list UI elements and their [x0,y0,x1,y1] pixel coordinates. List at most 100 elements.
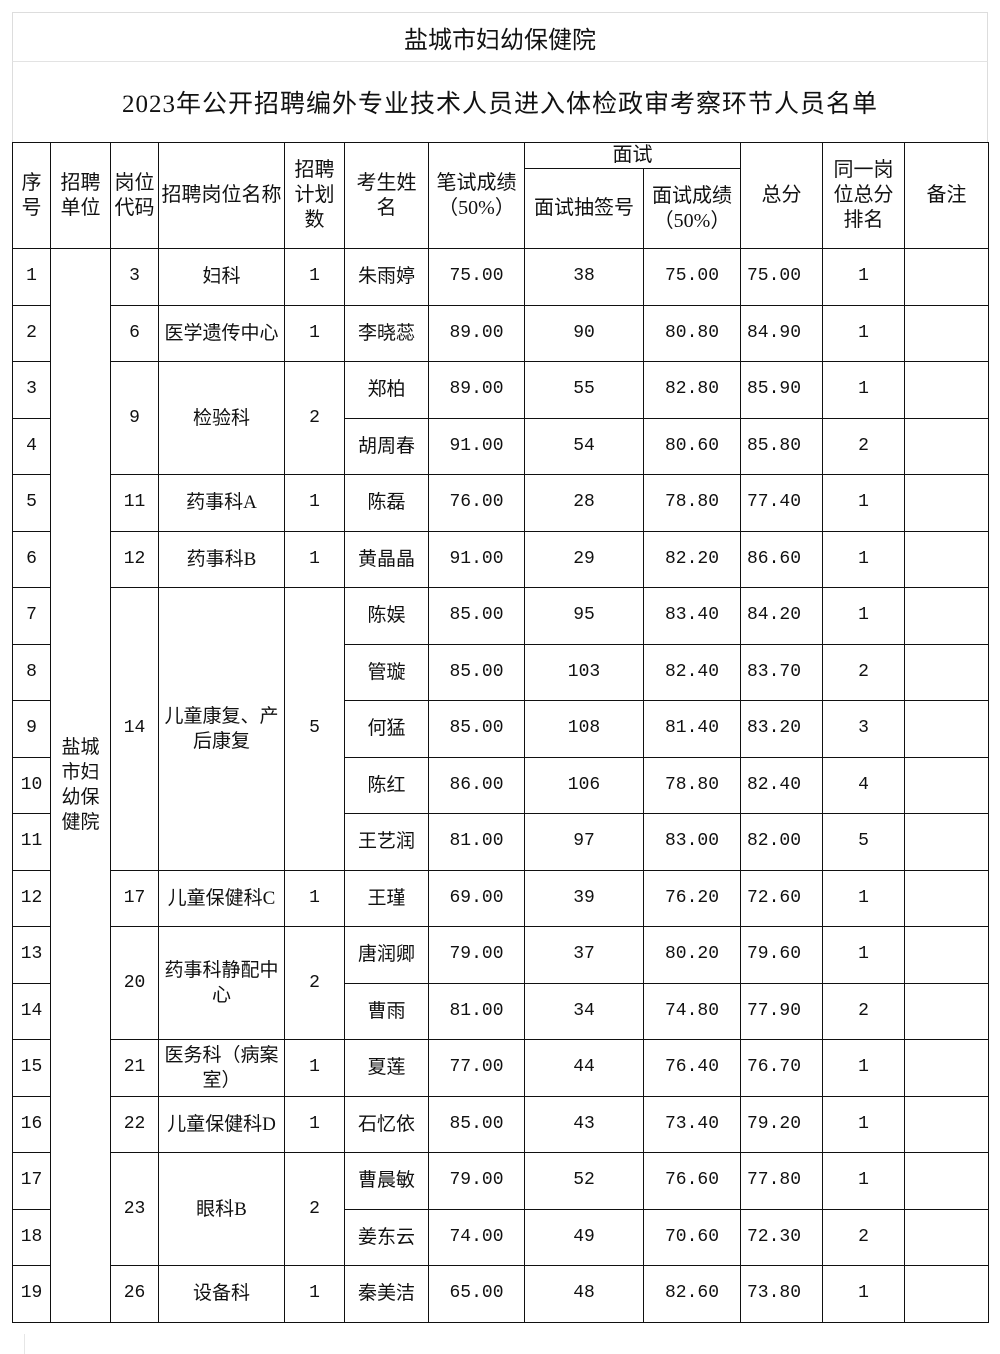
name-cell: 夏莲 [344,1039,429,1097]
lot-number-cell: 90 [524,304,644,362]
remark-cell [904,982,989,1040]
interview-score-cell: 82.60 [643,1265,741,1323]
written-score-cell: 89.00 [428,361,525,419]
interview-score-cell: 74.80 [643,982,741,1040]
seq-cell: 3 [12,361,51,419]
written-score-cell: 75.00 [428,248,525,306]
lot-number-cell: 97 [524,813,644,871]
seq-cell: 6 [12,530,51,588]
rank-cell: 3 [822,700,905,758]
total-score-cell: 72.30 [740,1208,823,1266]
table-row: 4 胡周春 91.00 54 80.60 85.80 2 [12,417,989,475]
plan-cell: 1 [284,248,345,306]
remark-cell [904,530,989,588]
post-cell: 检验科 [158,361,285,475]
total-score-cell: 82.40 [740,756,823,814]
seq-cell: 7 [12,587,51,645]
name-cell: 李晓蕊 [344,304,429,362]
written-score-cell: 65.00 [428,1265,525,1323]
rank-cell: 5 [822,813,905,871]
post-cell: 药事科A [158,474,285,532]
plan-cell: 1 [284,1265,345,1323]
remark-cell [904,756,989,814]
rank-cell: 2 [822,1208,905,1266]
table-row: 11 王艺润 81.00 97 83.00 82.00 5 [12,813,989,871]
interview-score-cell: 73.40 [643,1095,741,1153]
header-interview: 面试 [524,142,741,169]
candidate-table: 序号 招聘单位 岗位代码 招聘岗位名称 招聘计划数 考生姓名 笔试成绩（50%）… [12,142,989,1323]
total-score-cell: 79.20 [740,1095,823,1153]
table-row: 6 12 药事科B 1 黄晶晶 91.00 29 82.20 86.60 1 [12,530,989,588]
code-cell: 3 [110,248,159,306]
written-score-cell: 81.00 [428,813,525,871]
rank-cell: 2 [822,643,905,701]
table-row: 13 20 药事科静配中心 2 唐润卿 79.00 37 80.20 79.60 1 [12,926,989,1040]
remark-cell [904,304,989,362]
lot-number-cell: 55 [524,361,644,419]
total-score-cell: 76.70 [740,1039,823,1097]
spreadsheet: 盐城市妇幼保健院 2023年公开招聘编外专业技术人员进入体检政审考察环节人员名单… [12,12,1000,1354]
document-subtitle: 2023年公开招聘编外专业技术人员进入体检政审考察环节人员名单 [12,62,988,142]
total-score-cell: 84.20 [740,587,823,645]
interview-score-cell: 78.80 [643,474,741,532]
total-score-cell: 83.20 [740,700,823,758]
table-row: 3 9 检验科 2 郑柏 89.00 55 82.80 85.90 1 [12,361,989,475]
rank-cell: 1 [822,248,905,306]
seq-cell: 11 [12,813,51,871]
plan-cell: 1 [284,1039,345,1097]
seq-cell: 5 [12,474,51,532]
written-score-cell: 85.00 [428,643,525,701]
lot-number-cell: 95 [524,587,644,645]
empty-area [24,1334,1000,1354]
plan-cell: 1 [284,869,345,927]
code-cell: 21 [110,1039,159,1097]
header-written: 笔试成绩（50%） [428,142,525,249]
lot-number-cell: 38 [524,248,644,306]
table-row: 8 管璇 85.00 103 82.40 83.70 2 [12,643,989,701]
written-score-cell: 85.00 [428,700,525,758]
table-row: 12 17 儿童保健科C 1 王瑾 69.00 39 76.20 72.60 1 [12,869,989,927]
interview-score-cell: 76.60 [643,1152,741,1210]
name-cell: 陈红 [344,756,429,814]
written-score-cell: 76.00 [428,474,525,532]
plan-cell: 1 [284,1095,345,1153]
table-row: 10 陈红 86.00 106 78.80 82.40 4 [12,756,989,814]
seq-cell: 13 [12,926,51,984]
name-cell: 王艺润 [344,813,429,871]
document-title: 盐城市妇幼保健院 [12,12,988,62]
post-cell: 医务科（病案室） [158,1039,285,1097]
total-score-cell: 72.60 [740,869,823,927]
code-cell: 9 [110,361,159,475]
lot-number-cell: 43 [524,1095,644,1153]
seq-cell: 19 [12,1265,51,1323]
written-score-cell: 86.00 [428,756,525,814]
rank-cell: 1 [822,530,905,588]
interview-score-cell: 80.80 [643,304,741,362]
lot-number-cell: 39 [524,869,644,927]
lot-number-cell: 106 [524,756,644,814]
name-cell: 黄晶晶 [344,530,429,588]
interview-score-cell: 83.40 [643,587,741,645]
header-rank: 同一岗位总分排名 [822,142,905,249]
table-row: 19 26 设备科 1 秦美洁 65.00 48 82.60 73.80 1 [12,1265,989,1323]
name-cell: 姜东云 [344,1208,429,1266]
seq-cell: 4 [12,417,51,475]
header-post: 招聘岗位名称 [158,142,285,249]
name-cell: 陈娱 [344,587,429,645]
total-score-cell: 77.40 [740,474,823,532]
plan-cell: 2 [284,926,345,1040]
name-cell: 曹晨敏 [344,1152,429,1210]
total-score-cell: 86.60 [740,530,823,588]
written-score-cell: 91.00 [428,530,525,588]
rank-cell: 1 [822,869,905,927]
written-score-cell: 81.00 [428,982,525,1040]
lot-number-cell: 49 [524,1208,644,1266]
lot-number-cell: 44 [524,1039,644,1097]
rank-cell: 2 [822,982,905,1040]
total-score-cell: 79.60 [740,926,823,984]
plan-cell: 5 [284,587,345,871]
name-cell: 曹雨 [344,982,429,1040]
total-score-cell: 83.70 [740,643,823,701]
rank-cell: 4 [822,756,905,814]
header-interview-score: 面试成绩（50%） [643,168,741,249]
